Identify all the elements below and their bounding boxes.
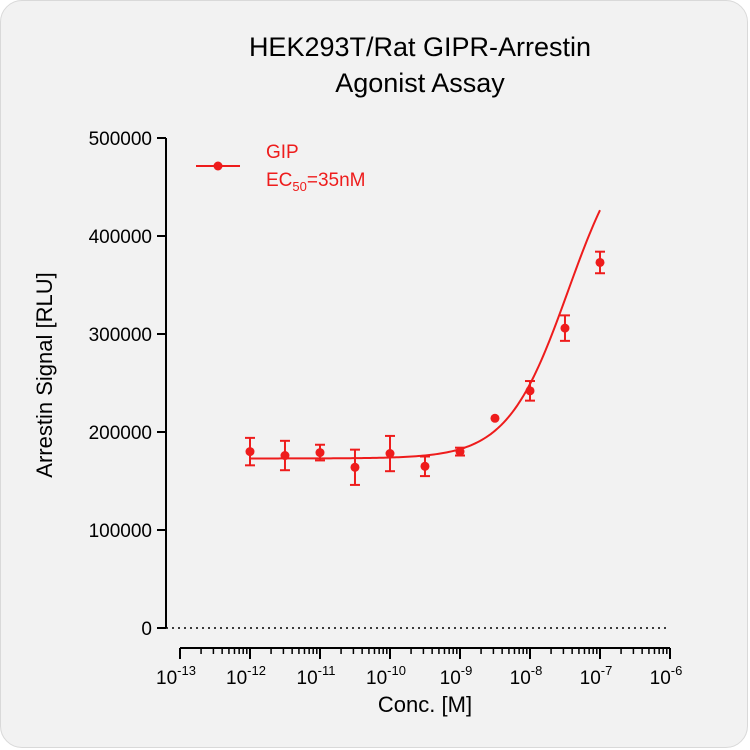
x-tick-label: 10-9 — [440, 663, 473, 689]
x-tick-label: 10-8 — [510, 663, 543, 689]
x-tick-label-exponent: -8 — [531, 663, 543, 678]
x-axis: 10-13 10-12 10-11 10-10 10-9 10-8 10-7 10-6 — [156, 647, 683, 689]
y-axis: 0 100000 200000 300000 400000 500000 — [89, 129, 167, 640]
legend: GIP EC50=35nM — [196, 142, 366, 194]
legend-ec50-sub: 50 — [292, 179, 306, 194]
data-point — [385, 449, 395, 459]
x-tick-label: 10-11 — [297, 663, 336, 689]
data-point — [455, 447, 465, 457]
x-tick-label-base: 10 — [226, 668, 247, 689]
x-tick-label-base: 10 — [297, 668, 318, 689]
x-tick-label: 10-10 — [366, 663, 406, 689]
x-tick-label-base: 10 — [156, 668, 177, 689]
x-axis-label: Conc. [M] — [378, 692, 472, 717]
x-tick-label-exponent: -12 — [247, 663, 266, 678]
x-tick-label-base: 10 — [580, 668, 601, 689]
x-tick-label-base: 10 — [650, 668, 671, 689]
x-tick-label-exponent: -9 — [461, 663, 473, 678]
data-point — [315, 448, 325, 458]
fit-curve-group — [250, 209, 601, 460]
legend-series-name: GIP — [266, 142, 299, 163]
y-axis-label: Arrestin Signal [RLU] — [32, 272, 57, 477]
data-point — [245, 447, 255, 457]
y-tick-label: 400000 — [89, 227, 152, 248]
x-tick-label-exponent: -6 — [671, 663, 683, 678]
x-tick-label-exponent: -10 — [387, 663, 406, 678]
legend-ec50-suffix: =35nM — [307, 170, 366, 191]
y-tick-label: 200000 — [89, 423, 152, 444]
data-point — [280, 451, 290, 461]
y-tick-label: 100000 — [89, 521, 152, 542]
x-tick-label: 10-6 — [650, 663, 683, 689]
x-tick-label-exponent: -11 — [318, 663, 336, 678]
data-point — [595, 257, 605, 267]
x-tick-label: 10-12 — [226, 663, 266, 689]
y-tick-label: 500000 — [89, 129, 152, 150]
data-point — [350, 462, 360, 472]
x-tick-label-exponent: -13 — [177, 663, 196, 678]
data-points — [245, 250, 605, 486]
x-tick-label-base: 10 — [366, 668, 387, 689]
x-tick-label-base: 10 — [440, 668, 461, 689]
data-point — [490, 413, 500, 423]
x-tick-label: 10-7 — [580, 663, 613, 689]
legend-ec50: EC50=35nM — [266, 170, 366, 194]
x-tick-label-exponent: -7 — [601, 663, 613, 678]
data-point — [560, 323, 570, 333]
chart-title-line-2: Agonist Assay — [335, 68, 505, 98]
legend-ec50-prefix: EC — [266, 170, 292, 191]
data-point — [525, 386, 535, 396]
x-tick-label-base: 10 — [510, 668, 531, 689]
fit-curve — [250, 209, 601, 460]
x-tick-label: 10-13 — [156, 663, 196, 689]
chart-title-line-1: HEK293T/Rat GIPR-Arrestin — [249, 32, 591, 62]
data-point — [420, 461, 430, 471]
y-tick-label: 300000 — [89, 325, 152, 346]
y-tick-label: 0 — [141, 619, 152, 640]
legend-marker — [213, 161, 223, 171]
